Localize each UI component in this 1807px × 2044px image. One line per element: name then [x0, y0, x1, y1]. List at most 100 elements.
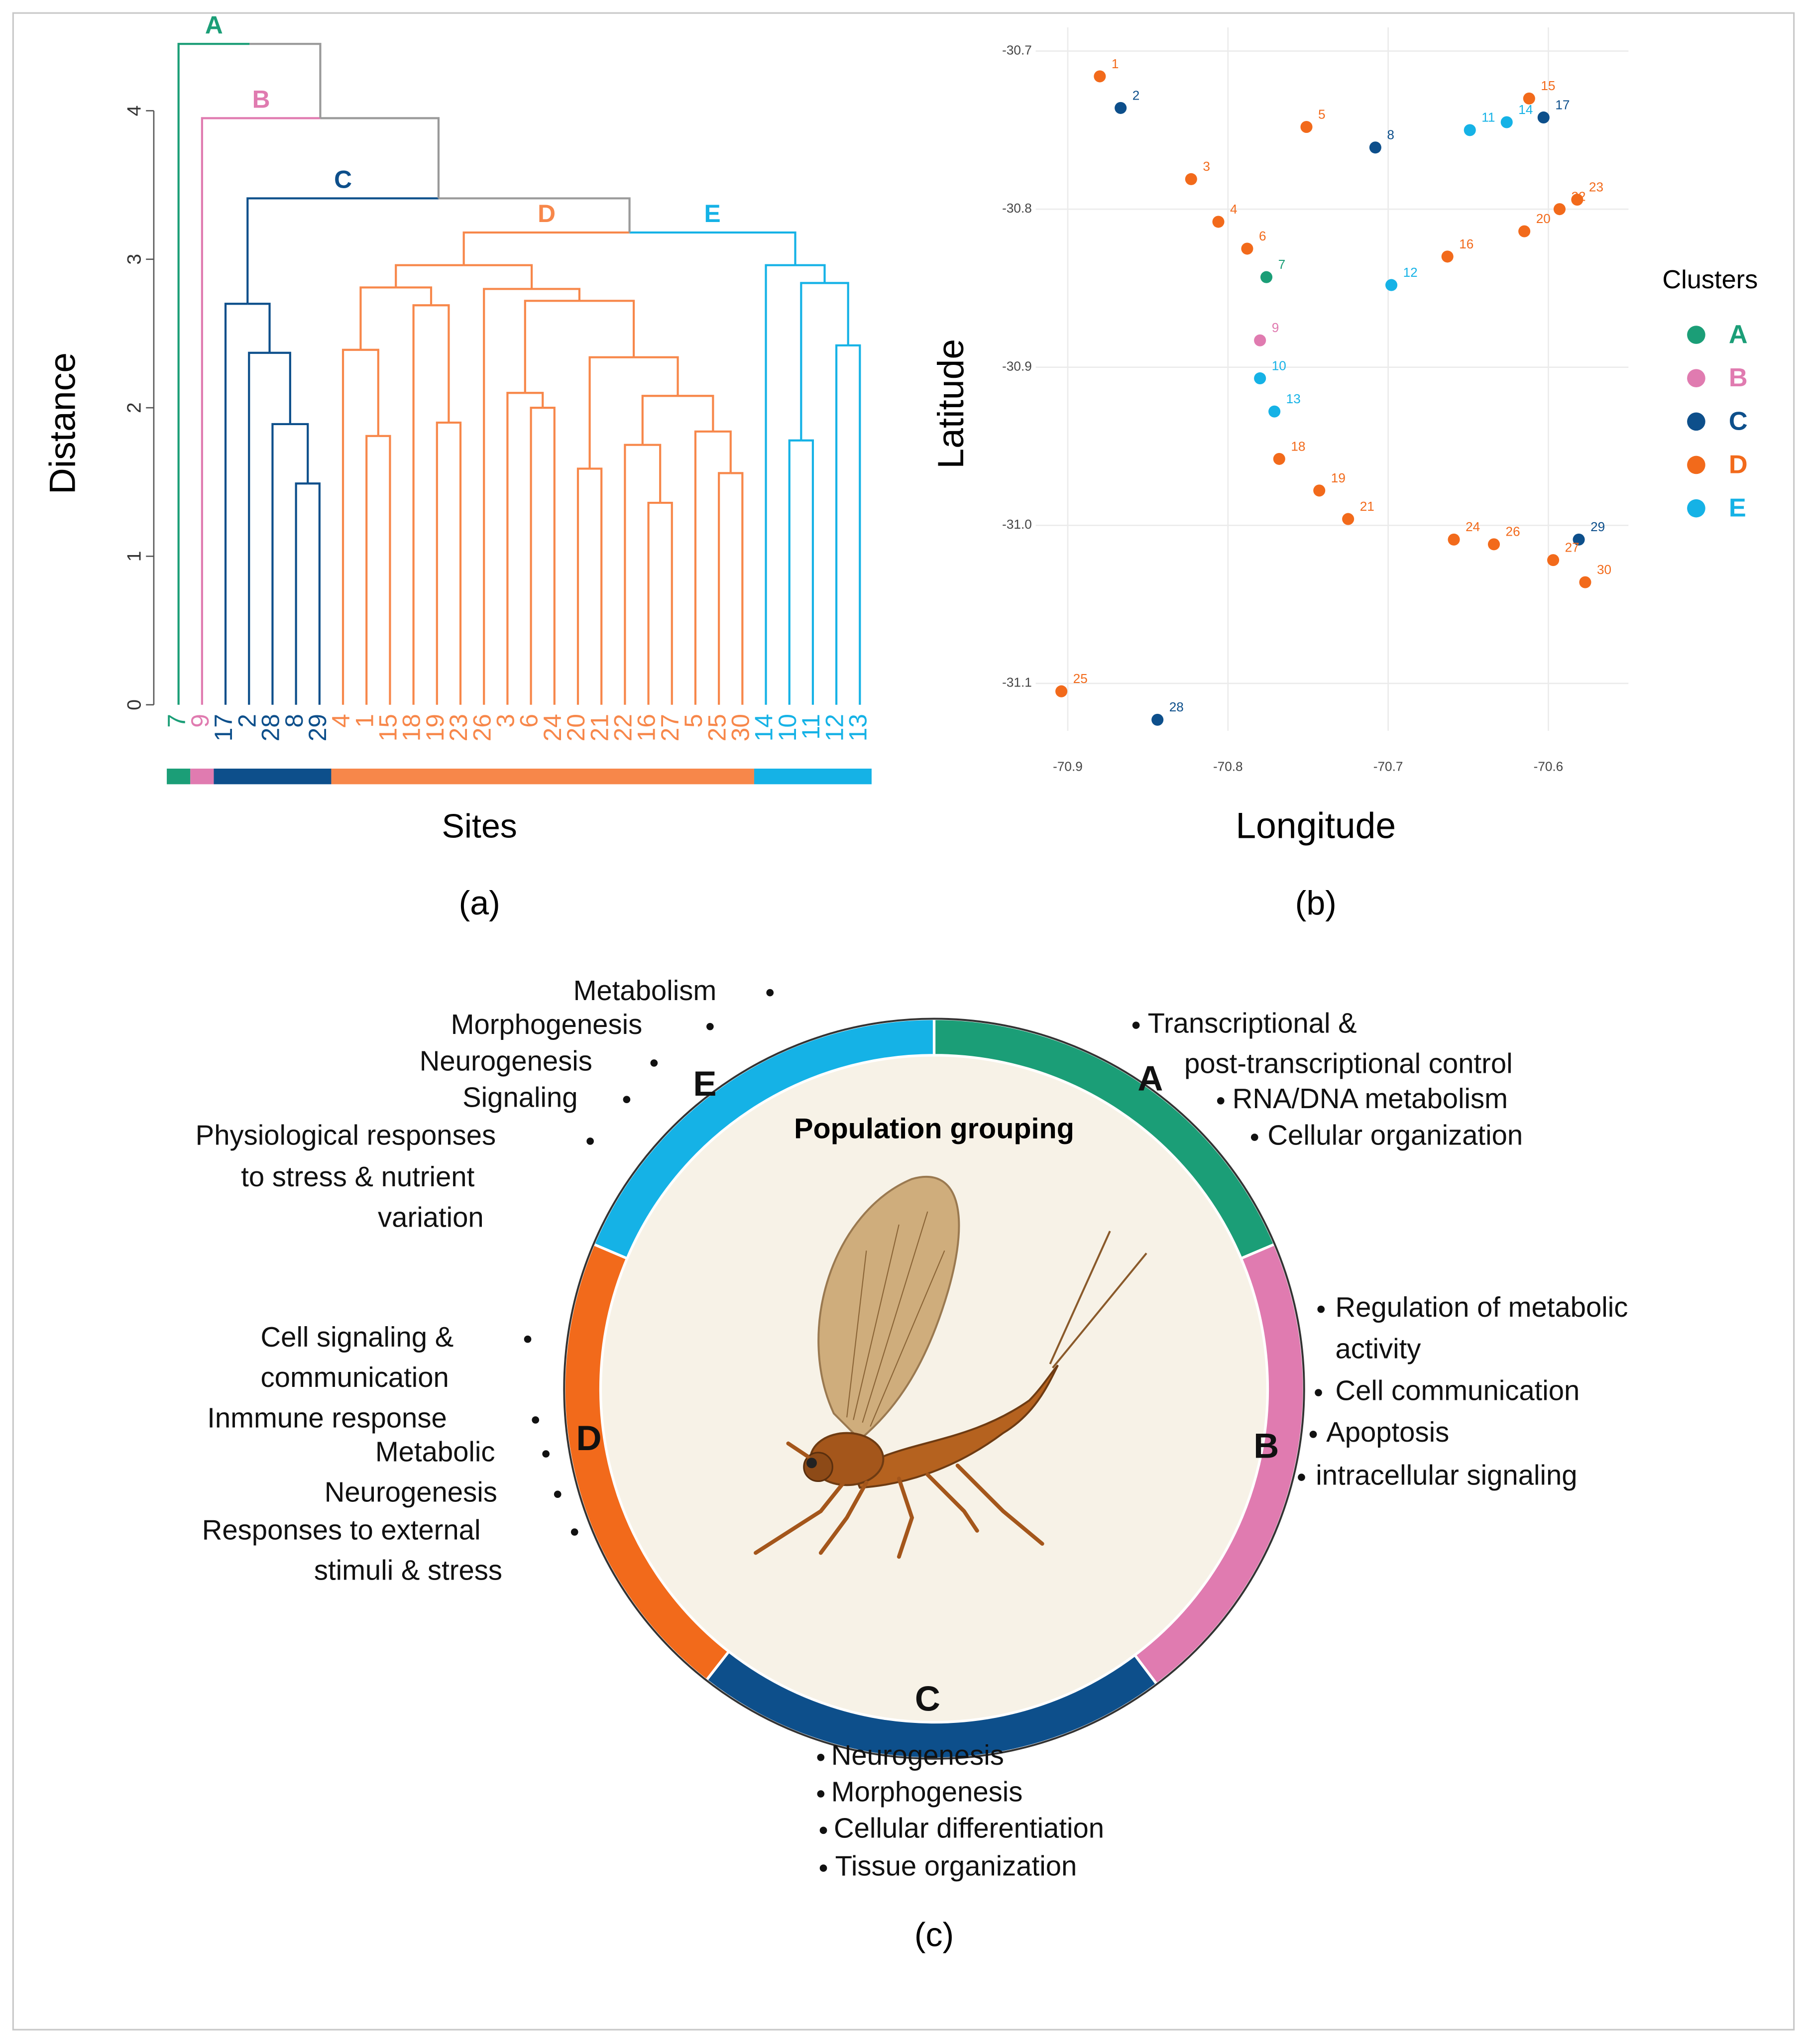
leaf-label: 14	[750, 714, 778, 741]
legend-label: C	[1729, 407, 1748, 436]
dendrogram-link	[694, 430, 713, 705]
leaf-label: 2	[233, 714, 261, 728]
cluster-bar	[331, 769, 754, 785]
item-text: Tissue organization	[835, 1850, 1077, 1882]
bullet	[532, 1416, 540, 1424]
dendrogram-link	[835, 344, 848, 705]
dendrogram-link	[248, 351, 270, 705]
leaf-label: 15	[374, 714, 402, 741]
y-tick-label: -31.0	[1002, 517, 1032, 532]
dendrogram-link	[412, 304, 432, 705]
legend-label: A	[1729, 320, 1748, 349]
item-text: RNA/DNA metabolism	[1233, 1083, 1508, 1114]
x-tick-label: -70.6	[1534, 759, 1564, 774]
legend-marker	[1687, 499, 1705, 518]
dendrogram-link	[462, 231, 630, 265]
legend-marker	[1687, 369, 1705, 388]
cluster-bar	[214, 769, 332, 785]
dendrogram-link	[629, 231, 796, 265]
point	[1369, 141, 1381, 154]
x-tick-label: -70.8	[1213, 759, 1243, 774]
item-text: Morphogenesis	[831, 1776, 1023, 1807]
dendrogram-link	[634, 356, 679, 396]
legend-label: D	[1729, 450, 1748, 479]
bullet	[542, 1450, 550, 1458]
caption: (b)	[1295, 884, 1337, 922]
leaf-label: 3	[492, 714, 520, 728]
dendrogram-link	[525, 392, 544, 408]
dendrogram-link	[660, 501, 673, 705]
dendrogram-link	[532, 288, 581, 301]
x-tick-label: -70.9	[1053, 759, 1083, 774]
point-label: 1	[1112, 56, 1119, 71]
dendrogram-link	[463, 264, 533, 289]
bullet	[1317, 1305, 1325, 1313]
cluster-label: E	[704, 200, 720, 227]
bullet	[650, 1059, 658, 1067]
item-text: Neurogenesis	[831, 1739, 1004, 1771]
y-tick-label: -30.9	[1002, 359, 1032, 374]
legend-marker	[1687, 326, 1705, 344]
dendrogram-link	[378, 435, 391, 705]
leaf-label: 12	[820, 714, 848, 741]
point-label: 20	[1536, 211, 1551, 226]
dendrogram-link	[249, 43, 322, 118]
item-text: Morphogenesis	[451, 1009, 643, 1040]
point	[1300, 120, 1313, 133]
dendrogram-link	[576, 467, 590, 705]
dendrogram-link	[224, 303, 248, 705]
point	[1448, 533, 1460, 546]
point-label: 21	[1360, 499, 1374, 514]
point-label: 7	[1278, 257, 1286, 272]
bullet	[623, 1096, 631, 1104]
ring-letter: C	[915, 1679, 940, 1718]
item-text: Neurogenesis	[420, 1045, 592, 1076]
dendrogram-link	[269, 351, 291, 424]
item-text: Metabolism	[573, 975, 717, 1006]
y-tick-label: -31.1	[1002, 675, 1032, 690]
item-text: Physiological responses	[196, 1119, 496, 1150]
point	[1573, 533, 1585, 546]
dendrogram-link	[678, 395, 714, 432]
point-label: 24	[1466, 519, 1480, 534]
leaf-label: 24	[539, 714, 566, 741]
item-text: Cell signaling &	[261, 1321, 454, 1353]
dendrogram-link	[359, 286, 396, 350]
leaf-label: 22	[609, 714, 637, 741]
bullet	[817, 1753, 825, 1761]
leaf-label: 30	[726, 714, 754, 741]
leaf-label: 7	[163, 714, 191, 728]
dendrogram-link	[320, 117, 440, 199]
point	[1523, 92, 1535, 105]
point-label: 6	[1259, 228, 1266, 243]
item-text: variation	[378, 1201, 484, 1233]
ring-letter: A	[1137, 1059, 1163, 1098]
point-label: 9	[1272, 320, 1279, 335]
dendrogram-link	[308, 482, 321, 705]
point	[1254, 372, 1266, 384]
item-text: Transcriptional &	[1148, 1007, 1357, 1038]
point	[1185, 173, 1197, 185]
y-tick-label: 4	[123, 106, 145, 116]
point	[1268, 405, 1281, 418]
point	[1273, 453, 1285, 465]
legend-marker	[1687, 455, 1705, 474]
bullet	[554, 1490, 562, 1498]
point	[1579, 576, 1591, 588]
caption: (c)	[914, 1916, 954, 1953]
dendrogram-link	[647, 501, 661, 705]
cluster-label: D	[538, 200, 556, 227]
dendrogram-link	[201, 117, 321, 705]
dendrogram-link	[436, 421, 449, 705]
y-tick-label: 0	[123, 699, 145, 710]
leaf-label: 20	[562, 714, 590, 741]
leaf-label: 26	[468, 714, 496, 741]
dendrogram-link	[247, 303, 271, 353]
dendrogram-link	[579, 300, 635, 357]
point	[1313, 484, 1326, 497]
y-tick-label: -30.8	[1002, 201, 1032, 216]
leaf-label: 10	[774, 714, 801, 741]
bullet	[570, 1528, 578, 1536]
point	[1151, 713, 1164, 726]
